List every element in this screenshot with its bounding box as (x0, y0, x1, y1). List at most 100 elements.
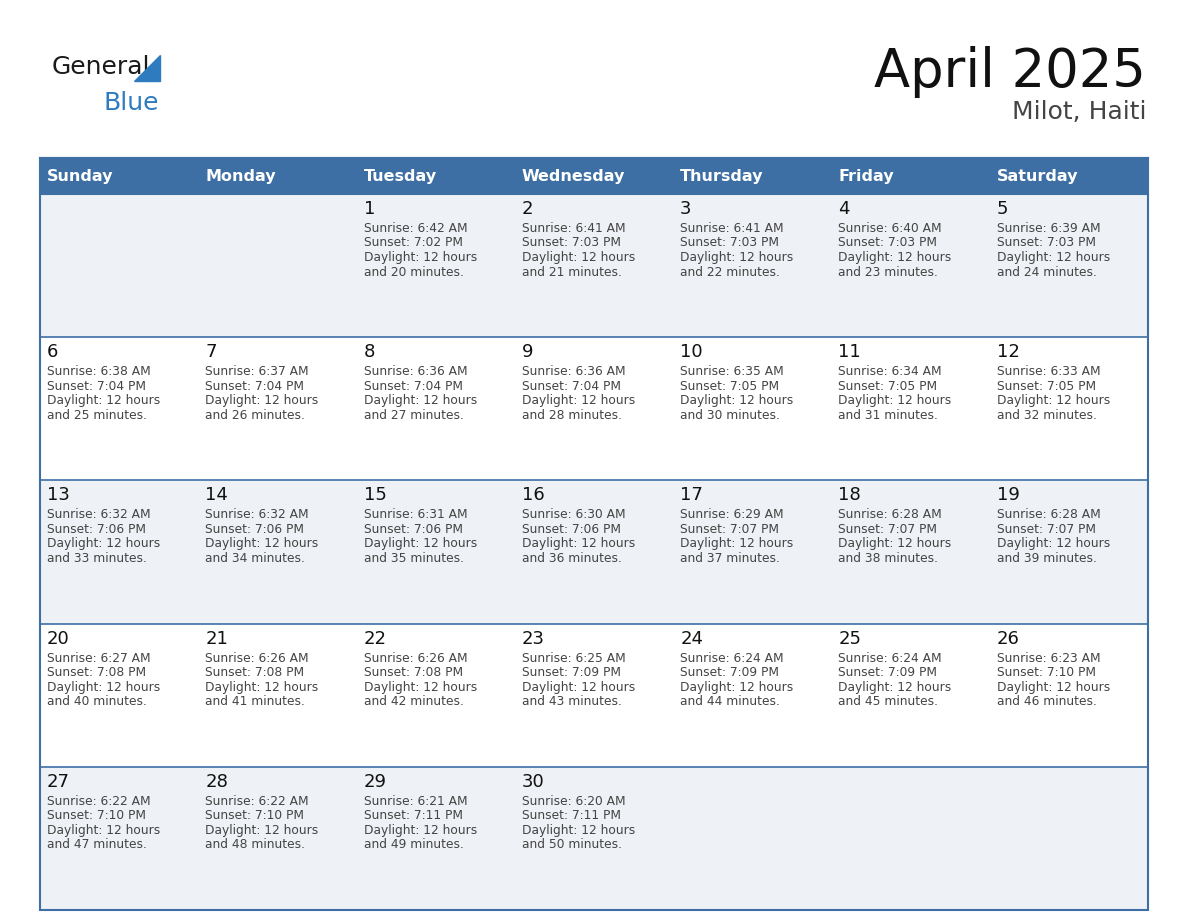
Text: Sunrise: 6:33 AM: Sunrise: 6:33 AM (997, 365, 1100, 378)
Bar (990, 158, 1148, 194)
Text: Sunrise: 6:39 AM: Sunrise: 6:39 AM (997, 222, 1100, 235)
Text: and 26 minutes.: and 26 minutes. (206, 409, 305, 421)
Bar (514, 158, 674, 194)
Text: and 24 minutes.: and 24 minutes. (997, 265, 1097, 278)
Text: 3: 3 (681, 200, 691, 218)
Text: Sunset: 7:03 PM: Sunset: 7:03 PM (997, 237, 1095, 250)
Text: 30: 30 (522, 773, 544, 790)
Text: Sunset: 7:10 PM: Sunset: 7:10 PM (206, 810, 304, 823)
Text: 28: 28 (206, 773, 228, 790)
Text: and 35 minutes.: and 35 minutes. (364, 552, 463, 565)
Text: Sunrise: 6:27 AM: Sunrise: 6:27 AM (48, 652, 151, 665)
Text: Daylight: 12 hours: Daylight: 12 hours (522, 823, 636, 837)
Text: Daylight: 12 hours: Daylight: 12 hours (48, 537, 160, 551)
Text: Sunset: 7:11 PM: Sunset: 7:11 PM (522, 810, 621, 823)
Text: and 20 minutes.: and 20 minutes. (364, 265, 463, 278)
Text: Daylight: 12 hours: Daylight: 12 hours (364, 680, 476, 694)
Text: Sunrise: 6:20 AM: Sunrise: 6:20 AM (522, 795, 626, 808)
Text: Daylight: 12 hours: Daylight: 12 hours (522, 394, 636, 408)
Text: Daylight: 12 hours: Daylight: 12 hours (48, 823, 160, 837)
Text: 5: 5 (997, 200, 1009, 218)
Text: Sunset: 7:05 PM: Sunset: 7:05 PM (839, 380, 937, 393)
Text: Sunrise: 6:32 AM: Sunrise: 6:32 AM (206, 509, 309, 521)
Text: Sunrise: 6:32 AM: Sunrise: 6:32 AM (48, 509, 151, 521)
Text: and 45 minutes.: and 45 minutes. (839, 695, 939, 708)
Text: 21: 21 (206, 630, 228, 647)
Bar (40, 158, 198, 194)
Text: 1: 1 (364, 200, 375, 218)
Text: Sunrise: 6:29 AM: Sunrise: 6:29 AM (681, 509, 784, 521)
Text: and 36 minutes.: and 36 minutes. (522, 552, 621, 565)
Text: Sunset: 7:08 PM: Sunset: 7:08 PM (48, 666, 146, 679)
Text: Daylight: 12 hours: Daylight: 12 hours (206, 680, 318, 694)
Text: 13: 13 (48, 487, 70, 504)
Text: 11: 11 (839, 343, 861, 361)
Text: April 2025: April 2025 (874, 46, 1146, 98)
Text: 2: 2 (522, 200, 533, 218)
Text: Sunset: 7:04 PM: Sunset: 7:04 PM (206, 380, 304, 393)
Text: 12: 12 (997, 343, 1019, 361)
Text: and 49 minutes.: and 49 minutes. (364, 838, 463, 851)
Bar (40, 194, 1148, 337)
Bar (40, 767, 1148, 910)
Text: and 42 minutes.: and 42 minutes. (364, 695, 463, 708)
Text: Sunrise: 6:31 AM: Sunrise: 6:31 AM (364, 509, 467, 521)
Text: Sunset: 7:05 PM: Sunset: 7:05 PM (997, 380, 1095, 393)
Text: Daylight: 12 hours: Daylight: 12 hours (681, 394, 794, 408)
Text: and 43 minutes.: and 43 minutes. (522, 695, 621, 708)
Text: and 34 minutes.: and 34 minutes. (206, 552, 305, 565)
Text: Sunrise: 6:34 AM: Sunrise: 6:34 AM (839, 365, 942, 378)
Text: and 41 minutes.: and 41 minutes. (206, 695, 305, 708)
Text: Daylight: 12 hours: Daylight: 12 hours (364, 823, 476, 837)
Text: Daylight: 12 hours: Daylight: 12 hours (997, 537, 1110, 551)
Text: Sunset: 7:04 PM: Sunset: 7:04 PM (48, 380, 146, 393)
Text: 15: 15 (364, 487, 386, 504)
Text: Sunrise: 6:26 AM: Sunrise: 6:26 AM (364, 652, 467, 665)
Text: Sunrise: 6:42 AM: Sunrise: 6:42 AM (364, 222, 467, 235)
Text: Sunrise: 6:41 AM: Sunrise: 6:41 AM (681, 222, 784, 235)
Text: 29: 29 (364, 773, 386, 790)
Text: Daylight: 12 hours: Daylight: 12 hours (997, 394, 1110, 408)
Bar (40, 158, 1148, 910)
Text: Sunset: 7:06 PM: Sunset: 7:06 PM (522, 523, 621, 536)
Text: Thursday: Thursday (681, 169, 764, 184)
Text: Daylight: 12 hours: Daylight: 12 hours (681, 537, 794, 551)
Text: 20: 20 (48, 630, 70, 647)
Text: Daylight: 12 hours: Daylight: 12 hours (839, 537, 952, 551)
Text: Sunrise: 6:23 AM: Sunrise: 6:23 AM (997, 652, 1100, 665)
Text: Daylight: 12 hours: Daylight: 12 hours (206, 537, 318, 551)
Text: Sunrise: 6:22 AM: Sunrise: 6:22 AM (48, 795, 151, 808)
Text: Sunrise: 6:36 AM: Sunrise: 6:36 AM (522, 365, 626, 378)
Text: 24: 24 (681, 630, 703, 647)
Bar (40, 480, 1148, 623)
Text: Daylight: 12 hours: Daylight: 12 hours (48, 680, 160, 694)
Text: Sunset: 7:09 PM: Sunset: 7:09 PM (681, 666, 779, 679)
Text: and 28 minutes.: and 28 minutes. (522, 409, 621, 421)
Text: 18: 18 (839, 487, 861, 504)
Text: Sunset: 7:05 PM: Sunset: 7:05 PM (681, 380, 779, 393)
Text: Sunset: 7:03 PM: Sunset: 7:03 PM (522, 237, 621, 250)
Text: and 47 minutes.: and 47 minutes. (48, 838, 147, 851)
Text: 25: 25 (839, 630, 861, 647)
Text: Sunset: 7:11 PM: Sunset: 7:11 PM (364, 810, 462, 823)
Text: Daylight: 12 hours: Daylight: 12 hours (522, 251, 636, 264)
Text: Sunset: 7:09 PM: Sunset: 7:09 PM (839, 666, 937, 679)
Text: Sunset: 7:10 PM: Sunset: 7:10 PM (48, 810, 146, 823)
Polygon shape (134, 55, 160, 81)
Text: 6: 6 (48, 343, 58, 361)
Text: 10: 10 (681, 343, 703, 361)
Bar (832, 158, 990, 194)
Text: 17: 17 (681, 487, 703, 504)
Text: Sunset: 7:03 PM: Sunset: 7:03 PM (681, 237, 779, 250)
Text: Sunset: 7:04 PM: Sunset: 7:04 PM (364, 380, 462, 393)
Text: Sunday: Sunday (48, 169, 114, 184)
Text: Sunset: 7:07 PM: Sunset: 7:07 PM (997, 523, 1095, 536)
Text: 26: 26 (997, 630, 1019, 647)
Text: Daylight: 12 hours: Daylight: 12 hours (364, 251, 476, 264)
Text: Sunset: 7:08 PM: Sunset: 7:08 PM (364, 666, 462, 679)
Text: Sunrise: 6:30 AM: Sunrise: 6:30 AM (522, 509, 626, 521)
Text: Sunrise: 6:41 AM: Sunrise: 6:41 AM (522, 222, 626, 235)
Text: Monday: Monday (206, 169, 276, 184)
Text: 16: 16 (522, 487, 544, 504)
Bar (198, 158, 356, 194)
